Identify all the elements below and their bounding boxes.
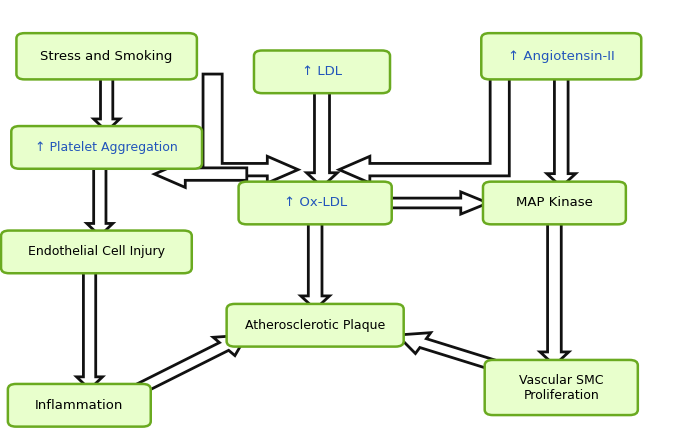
Polygon shape — [94, 74, 120, 132]
Text: Stress and Smoking: Stress and Smoking — [40, 50, 173, 63]
Polygon shape — [547, 74, 575, 187]
Polygon shape — [138, 335, 247, 392]
FancyBboxPatch shape — [1, 231, 192, 273]
Polygon shape — [339, 74, 510, 183]
Text: ↑ Platelet Aggregation: ↑ Platelet Aggregation — [36, 141, 178, 154]
FancyBboxPatch shape — [483, 182, 626, 224]
Text: MAP Kinase: MAP Kinase — [516, 197, 593, 210]
Text: Atherosclerotic Plaque: Atherosclerotic Plaque — [245, 319, 385, 332]
Polygon shape — [87, 163, 113, 236]
Polygon shape — [307, 88, 338, 187]
Text: ↑ Ox-LDL: ↑ Ox-LDL — [284, 197, 347, 210]
Polygon shape — [155, 161, 247, 187]
FancyBboxPatch shape — [238, 182, 392, 224]
FancyBboxPatch shape — [482, 33, 641, 79]
FancyBboxPatch shape — [485, 360, 638, 415]
Polygon shape — [301, 219, 329, 309]
Polygon shape — [540, 219, 569, 365]
FancyBboxPatch shape — [227, 304, 403, 347]
Polygon shape — [77, 268, 103, 389]
Text: Endothelial Cell Injury: Endothelial Cell Injury — [28, 245, 165, 258]
FancyBboxPatch shape — [8, 384, 151, 427]
Polygon shape — [397, 333, 495, 369]
Polygon shape — [203, 74, 298, 183]
Text: Vascular SMC
Proliferation: Vascular SMC Proliferation — [519, 373, 603, 401]
Text: ↑ LDL: ↑ LDL — [302, 65, 342, 78]
Text: ↑ Angiotensin-II: ↑ Angiotensin-II — [508, 50, 614, 63]
FancyBboxPatch shape — [254, 50, 390, 93]
FancyBboxPatch shape — [16, 33, 197, 79]
Text: Inflammation: Inflammation — [35, 399, 123, 412]
FancyBboxPatch shape — [11, 126, 202, 169]
Polygon shape — [387, 192, 488, 214]
